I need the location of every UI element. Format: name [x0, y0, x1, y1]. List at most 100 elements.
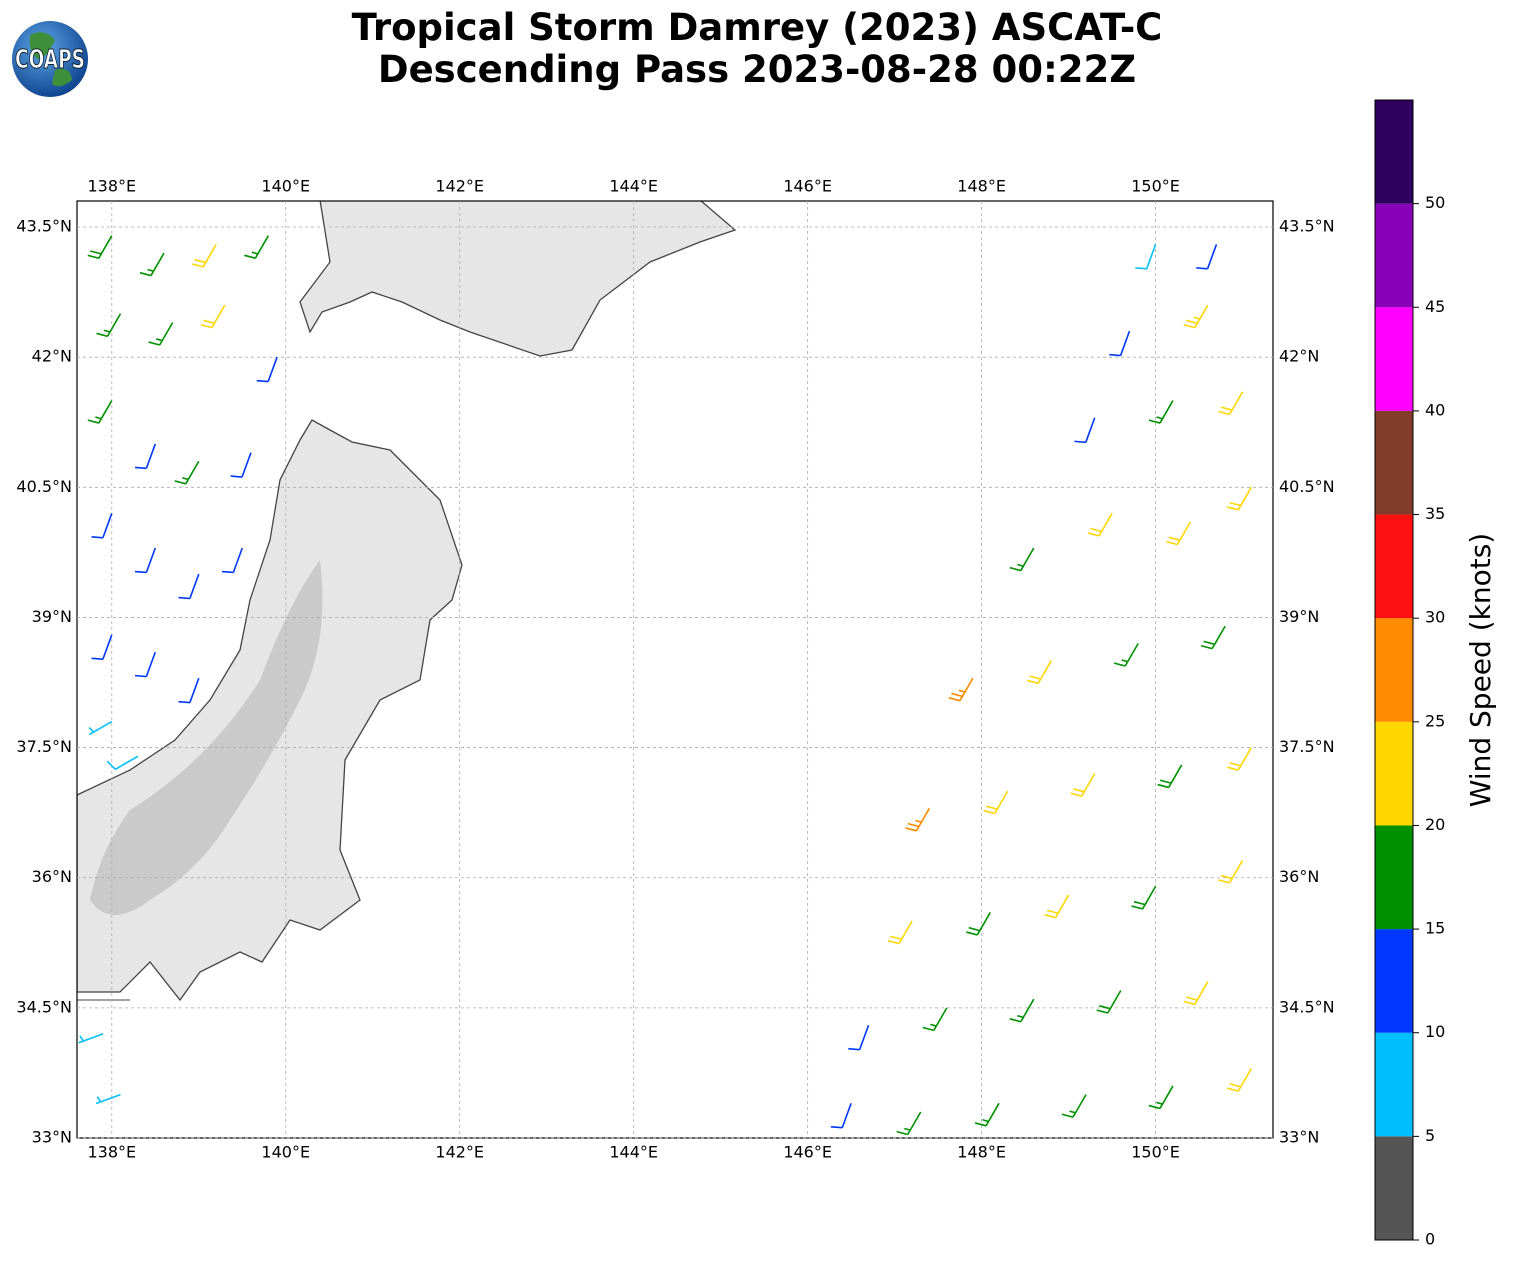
wind-barb [922, 1007, 948, 1032]
wind-barb [830, 1103, 852, 1129]
wind-barb [230, 452, 252, 478]
x-tick-label: 144°E [609, 177, 658, 196]
colorbar-tick-label: 50 [1425, 193, 1445, 212]
colorbar-bin [1375, 410, 1413, 515]
colorbar-tick-label: 15 [1425, 919, 1445, 938]
colorbar-bin [1375, 721, 1413, 826]
y-tick-label: 33°N [1279, 1128, 1319, 1147]
colorbar-bin [1375, 100, 1413, 204]
wind-barb [78, 1033, 104, 1044]
wind-barb [1096, 990, 1122, 1014]
x-tick-label: 150°E [1131, 1143, 1180, 1162]
wind-barb [139, 252, 165, 277]
colorbar-tick-label: 25 [1425, 711, 1445, 730]
wind-barb [174, 460, 200, 485]
wind-barb [1074, 417, 1096, 444]
wind-barb [1009, 547, 1035, 572]
wind-barb [134, 547, 157, 574]
x-tick-label: 142°E [435, 1143, 484, 1162]
wind-barb [974, 1102, 1000, 1127]
wind-barb [178, 573, 200, 600]
wind-barb [1044, 894, 1070, 919]
colorbar-bin [1375, 514, 1413, 619]
wind-barb [1087, 512, 1113, 537]
wind-barb [1218, 859, 1244, 884]
y-tick-label: 43.5°N [1279, 217, 1335, 236]
x-tick-label: 144°E [609, 1143, 658, 1162]
wind-barb [91, 513, 113, 539]
y-tick-label: 40.5°N [1279, 477, 1335, 496]
colorbar-bin [1375, 307, 1413, 411]
x-tick-label: 150°E [1131, 177, 1180, 196]
colorbar-label: Wind Speed (knots) [1464, 533, 1497, 807]
wind-barb [1135, 244, 1157, 270]
colorbar-tick-label: 40 [1425, 400, 1445, 419]
wind-barb [905, 807, 931, 832]
wind-barb [178, 677, 200, 704]
colorbar-bin [1375, 203, 1413, 308]
wind-barb [1148, 1085, 1174, 1110]
x-tick-label: 138°E [87, 1143, 136, 1162]
wind-barb [148, 322, 174, 346]
colorbar-frame [1374, 99, 1414, 1241]
wind-barb [191, 243, 217, 268]
wind-barb [1166, 521, 1192, 546]
x-tick-label: 148°E [957, 1143, 1006, 1162]
wind-barb [91, 634, 113, 661]
x-tick-label: 140°E [261, 1143, 310, 1162]
title-line: Descending Pass 2023-08-28 00:22Z [378, 48, 1136, 91]
y-tick-label: 39°N [32, 607, 72, 626]
y-tick-label: 36°N [1279, 867, 1319, 886]
wind-barb [1061, 1094, 1087, 1118]
wind-barb [96, 313, 122, 338]
hokkaido [299, 201, 737, 357]
wind-barb [134, 651, 157, 678]
colorbar-tick-label: 5 [1425, 1126, 1435, 1145]
colorbar-tick-label: 30 [1425, 608, 1445, 627]
wind-barb [966, 912, 992, 936]
wind-barb [1113, 643, 1139, 667]
wind-barb [88, 720, 113, 736]
x-tick-label: 146°E [783, 1143, 832, 1162]
wind-barb [134, 443, 157, 470]
wind-barb [1183, 304, 1209, 329]
wind-barb [106, 755, 139, 770]
logo-text: COAPS [15, 45, 85, 75]
colorbar-bin [1375, 1032, 1413, 1137]
colorbar-tick-label: 45 [1425, 297, 1445, 316]
wind-barb [1131, 885, 1157, 910]
y-tick-label: 33°N [32, 1128, 72, 1147]
wind-barb [896, 1111, 922, 1136]
wind-barb [221, 547, 244, 574]
wind-barb [95, 1093, 121, 1105]
land [77, 201, 737, 1002]
wind-barb [256, 356, 278, 383]
logo-land [29, 32, 72, 87]
y-tick-label: 40.5°N [16, 477, 72, 496]
wind-barb [1227, 486, 1252, 511]
wind-barb [1227, 1068, 1252, 1092]
wind-barb [1227, 747, 1252, 771]
colorbar-bin [1375, 618, 1413, 722]
wind-barb [848, 1024, 870, 1051]
y-tick-label: 42°N [1279, 347, 1319, 366]
wind-barb [1196, 244, 1218, 270]
x-tick-label: 146°E [783, 177, 832, 196]
colorbar-bin [1375, 929, 1413, 1033]
y-tick-label: 39°N [1279, 607, 1319, 626]
wind-barb [1157, 764, 1183, 789]
wind-barb [948, 677, 974, 702]
wind-barb [887, 920, 913, 945]
colorbar-tick-label: 20 [1425, 815, 1445, 834]
wind-barb [200, 304, 226, 329]
wind-barb [1218, 391, 1244, 416]
wind-barb [244, 235, 270, 259]
y-tick-label: 37.5°N [16, 737, 72, 756]
wind-barb [87, 400, 113, 424]
y-tick-label: 42°N [32, 347, 72, 366]
y-tick-label: 37.5°N [1279, 737, 1335, 756]
wind-barb [983, 790, 1009, 815]
colorbar-tick-label: 0 [1425, 1230, 1435, 1249]
x-tick-label: 148°E [957, 177, 1006, 196]
x-tick-label: 142°E [435, 177, 484, 196]
